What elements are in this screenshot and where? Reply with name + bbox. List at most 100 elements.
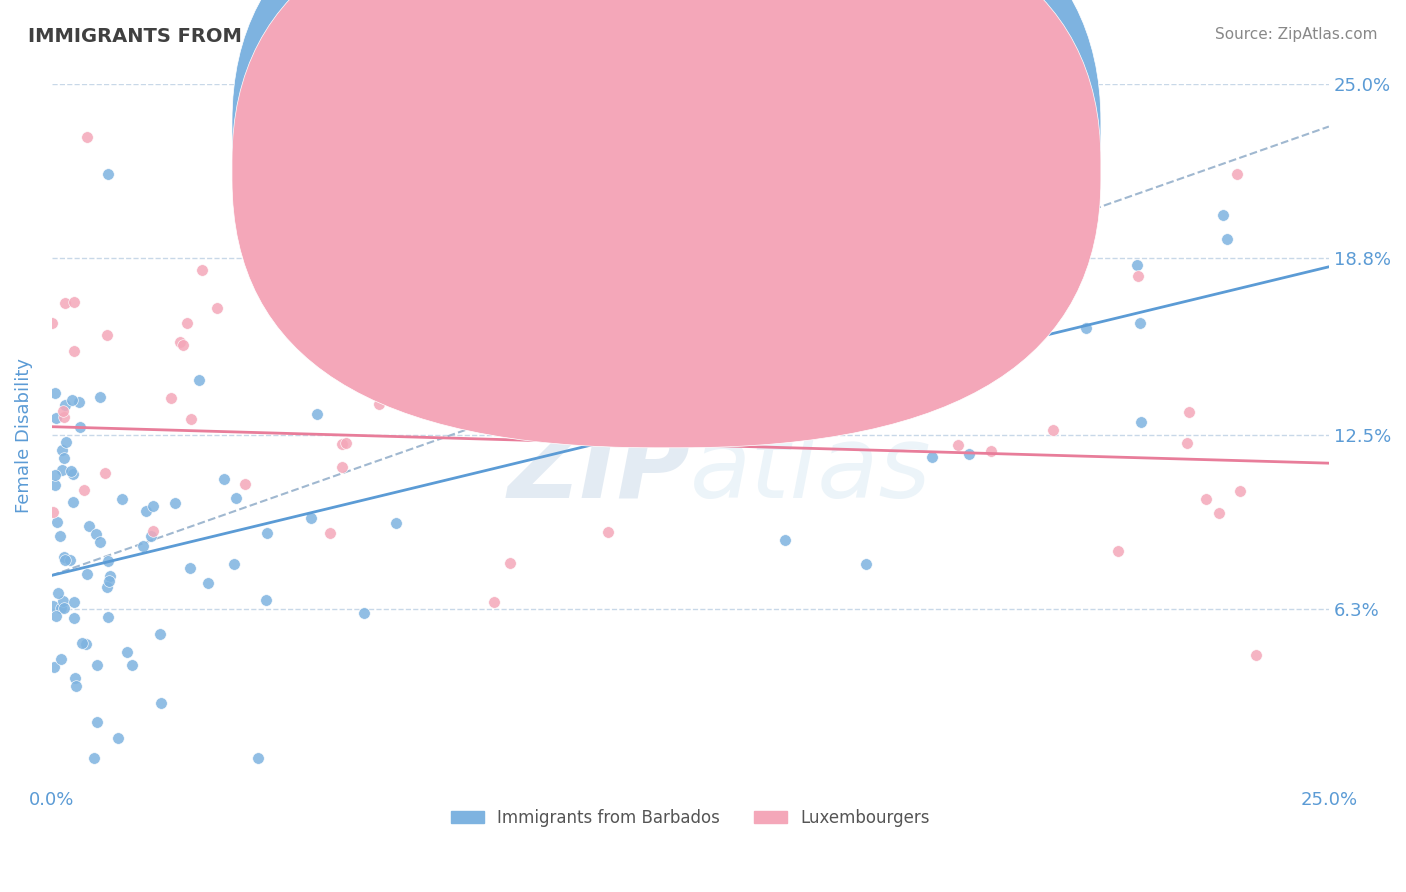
Point xyxy=(42,505,65,519)
Point xyxy=(42,599,65,613)
Point xyxy=(191,263,214,277)
Point xyxy=(44,467,66,482)
Point xyxy=(887,355,910,369)
Point xyxy=(1076,321,1098,335)
Point xyxy=(571,397,593,411)
Point xyxy=(107,731,129,746)
Point xyxy=(385,516,408,530)
Point xyxy=(794,273,817,287)
Point xyxy=(121,657,143,672)
Point xyxy=(49,651,72,665)
Point xyxy=(60,464,83,478)
Point xyxy=(307,407,329,421)
Point xyxy=(1178,405,1201,419)
Point xyxy=(46,516,69,530)
Point xyxy=(53,553,76,567)
Text: Source: ZipAtlas.com: Source: ZipAtlas.com xyxy=(1215,27,1378,42)
Point xyxy=(84,527,107,541)
Point xyxy=(499,556,522,570)
Text: -0.106: -0.106 xyxy=(724,161,783,178)
Point xyxy=(55,398,77,412)
Point xyxy=(53,550,76,565)
Point xyxy=(482,594,505,608)
Point xyxy=(51,443,73,458)
Point xyxy=(96,328,118,343)
Point xyxy=(1229,484,1251,499)
Text: IMMIGRANTS FROM BARBADOS VS LUXEMBOURGER FEMALE DISABILITY CORRELATION CHART: IMMIGRANTS FROM BARBADOS VS LUXEMBOURGER… xyxy=(28,27,1056,45)
Point xyxy=(62,494,84,508)
Point xyxy=(1195,492,1218,507)
Point xyxy=(76,130,98,145)
Point xyxy=(45,410,67,425)
Point xyxy=(93,467,115,481)
Point xyxy=(887,223,910,237)
Point xyxy=(333,224,356,238)
Point xyxy=(169,334,191,349)
Point xyxy=(163,496,186,510)
Text: atlas: atlas xyxy=(690,422,932,518)
Point xyxy=(63,671,86,685)
Point xyxy=(97,167,120,181)
Point xyxy=(1175,436,1198,450)
Point xyxy=(150,696,173,710)
Point xyxy=(52,404,75,418)
Point xyxy=(53,450,76,465)
Point xyxy=(256,525,278,540)
Text: N =: N = xyxy=(787,122,824,140)
Point xyxy=(368,397,391,411)
Point xyxy=(83,750,105,764)
Point xyxy=(1212,209,1234,223)
Point xyxy=(45,609,67,624)
Text: 0.201: 0.201 xyxy=(731,122,783,140)
Point xyxy=(1215,232,1237,246)
Point xyxy=(63,343,86,358)
Point xyxy=(1042,423,1064,437)
Point xyxy=(1226,167,1249,181)
Legend: Immigrants from Barbados, Luxembourgers: Immigrants from Barbados, Luxembourgers xyxy=(444,802,936,833)
Point xyxy=(41,316,63,330)
Point xyxy=(855,558,877,572)
Point xyxy=(51,463,73,477)
Point xyxy=(132,539,155,553)
Point xyxy=(179,560,201,574)
Point xyxy=(42,660,65,674)
Point xyxy=(773,533,796,547)
Point xyxy=(222,557,245,571)
Point xyxy=(800,285,823,300)
Point xyxy=(63,595,86,609)
Point xyxy=(197,575,219,590)
Point xyxy=(247,750,270,764)
Point xyxy=(115,645,138,659)
Point xyxy=(135,503,157,517)
Point xyxy=(62,467,84,482)
Point xyxy=(233,477,256,491)
Point xyxy=(180,412,202,426)
Point xyxy=(921,450,943,465)
Point xyxy=(97,609,120,624)
Point xyxy=(319,525,342,540)
Point xyxy=(44,478,66,492)
Point xyxy=(1107,543,1129,558)
Point xyxy=(46,586,69,600)
Point xyxy=(212,472,235,486)
Point xyxy=(225,491,247,505)
Text: R =: R = xyxy=(686,161,723,178)
Point xyxy=(142,499,165,513)
Text: 87: 87 xyxy=(832,122,855,140)
Point xyxy=(1126,268,1149,283)
Point xyxy=(478,397,501,411)
Point xyxy=(731,322,754,336)
Point xyxy=(957,447,980,461)
Point xyxy=(77,519,100,533)
Point xyxy=(868,339,890,353)
Point xyxy=(187,373,209,387)
Point xyxy=(111,491,134,506)
Point xyxy=(86,714,108,729)
Point xyxy=(49,600,72,615)
Point xyxy=(98,574,121,588)
Point xyxy=(598,525,620,540)
Point xyxy=(172,338,194,352)
Point xyxy=(578,409,600,423)
Y-axis label: Female Disability: Female Disability xyxy=(15,358,32,513)
Point xyxy=(60,393,83,408)
